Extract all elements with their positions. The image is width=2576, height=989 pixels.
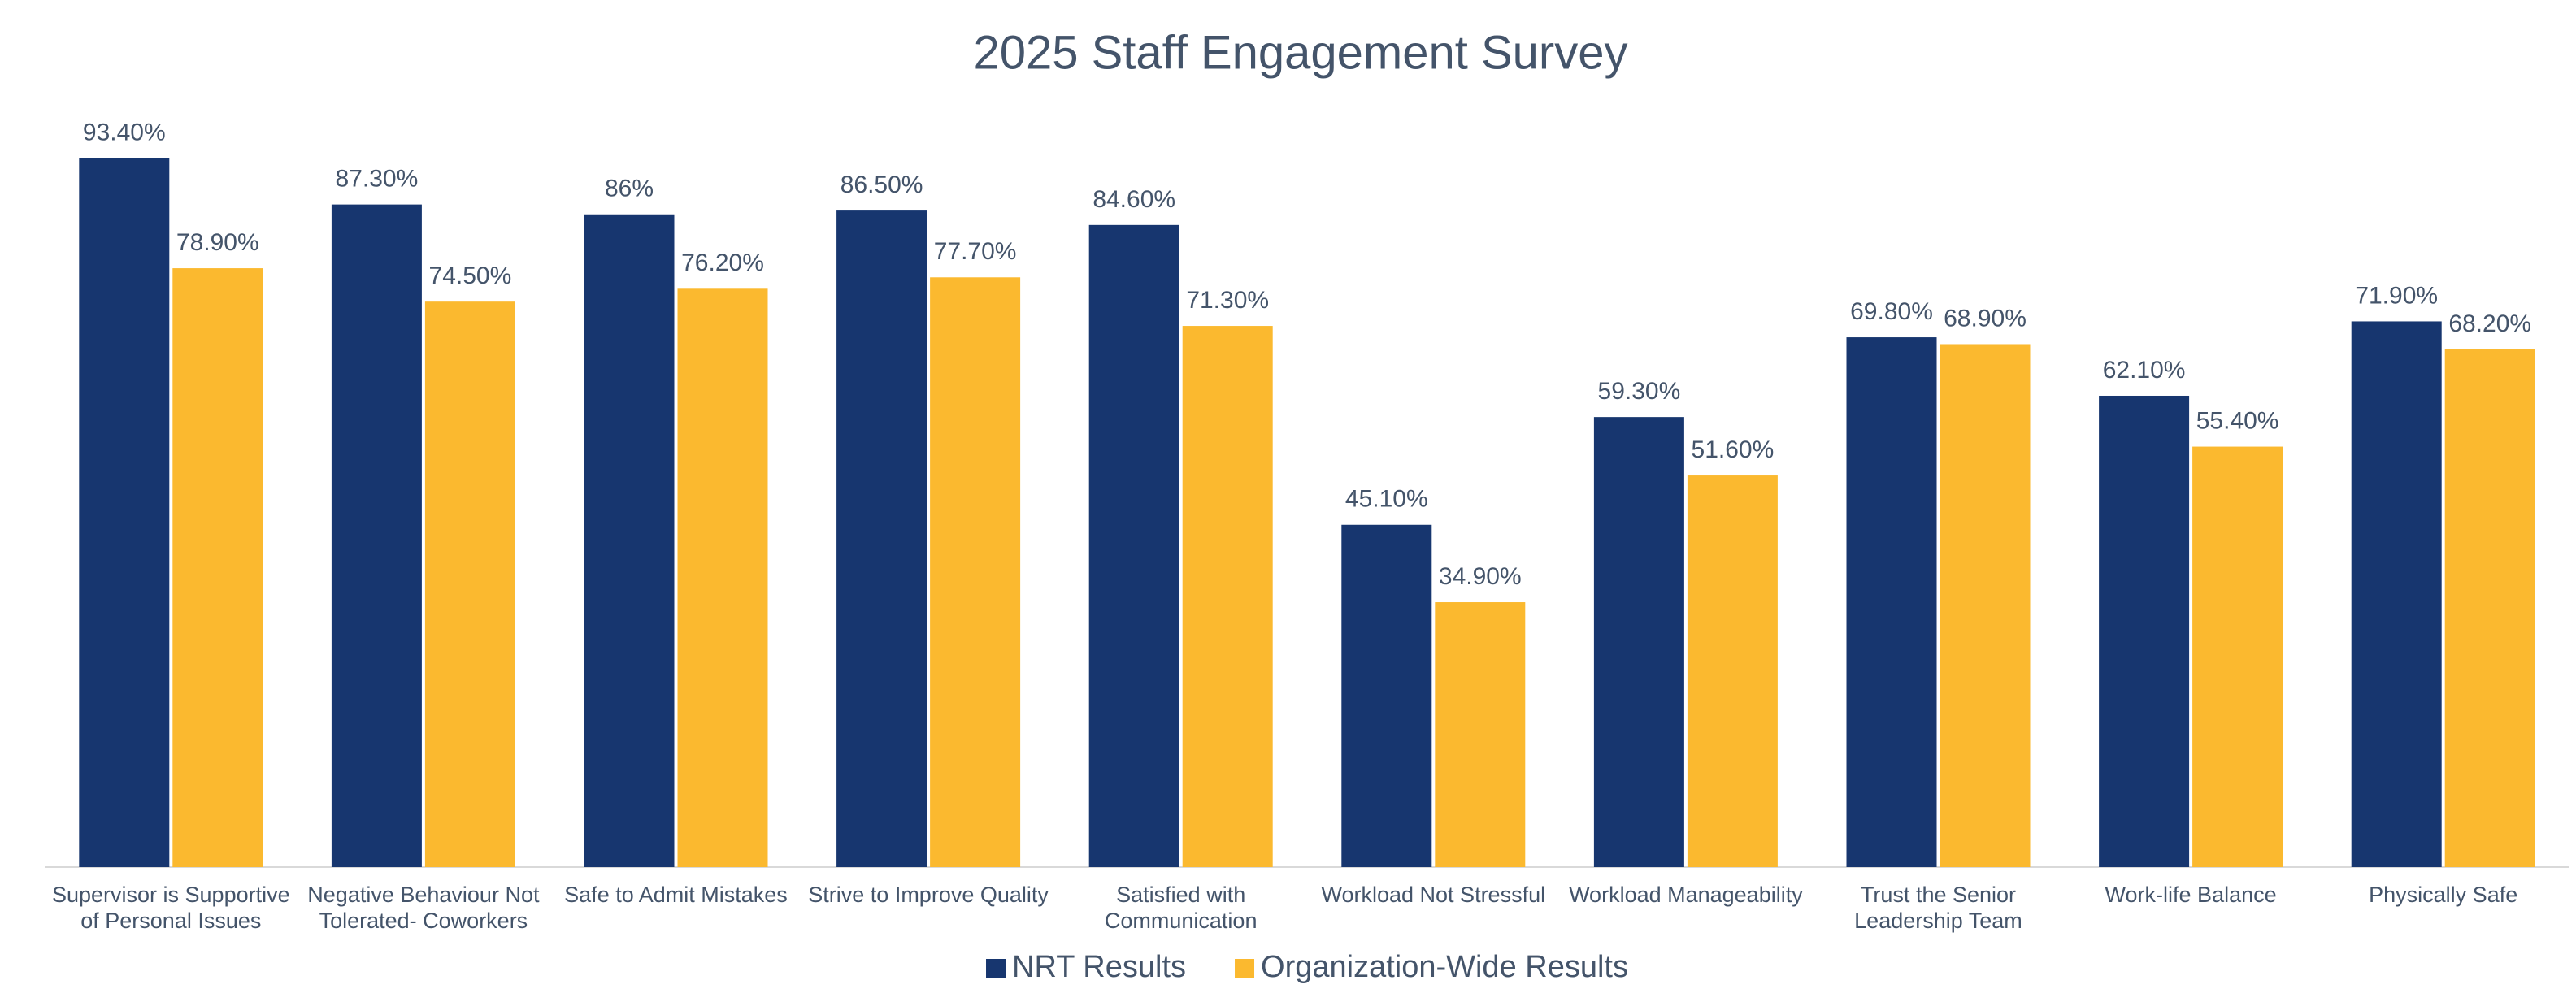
value-label: 87.30% xyxy=(336,166,419,193)
bar xyxy=(1182,326,1273,868)
value-label: 59.30% xyxy=(1598,378,1681,405)
value-label: 45.10% xyxy=(1345,486,1428,513)
x-tick-label: Workload Not Stressful xyxy=(1321,883,1546,907)
value-label: 77.70% xyxy=(934,238,1017,265)
bar xyxy=(930,277,1021,868)
x-tick-label-box: Supervisor is Supportive of Personal Iss… xyxy=(51,883,290,933)
value-label: 68.90% xyxy=(1944,305,2026,332)
value-label: 71.30% xyxy=(1186,287,1269,314)
x-tick-label-box: Safe to Admit Mistakes xyxy=(564,883,788,907)
bar xyxy=(1088,224,1179,867)
x-tick-label: Trust the Senior Leadership Team xyxy=(1854,883,2022,933)
x-tick-label-box: Satisfied with Communication xyxy=(1104,883,1258,933)
legend-swatch xyxy=(986,959,1006,978)
legend-label: NRT Results xyxy=(1012,950,1186,984)
x-tick-label-box: Trust the Senior Leadership Team xyxy=(1854,883,2022,933)
value-label: 93.40% xyxy=(83,119,166,146)
value-label: 55.40% xyxy=(2196,407,2279,434)
bar xyxy=(331,204,422,868)
value-label: 51.60% xyxy=(1692,436,1775,463)
value-label: 71.90% xyxy=(2355,282,2438,309)
legend-swatch xyxy=(1235,959,1255,978)
x-tick-label-box: Workload Not Stressful xyxy=(1321,883,1546,907)
value-label: 76.20% xyxy=(681,249,764,276)
x-tick-label-box: Workload Manageability xyxy=(1569,883,1803,907)
x-tick-label-box: Work-life Balance xyxy=(2105,883,2277,907)
x-tick-label: Physically Safe xyxy=(2369,883,2518,907)
legend-label: Organization-Wide Results xyxy=(1261,950,1628,984)
x-tick-label-box: Physically Safe xyxy=(2369,883,2518,907)
x-tick-label: Safe to Admit Mistakes xyxy=(564,883,788,907)
bar xyxy=(584,214,675,867)
value-label: 62.10% xyxy=(2103,357,2186,384)
bar xyxy=(1593,417,1684,867)
value-label: 34.90% xyxy=(1439,563,1522,590)
bar xyxy=(677,288,768,867)
bar xyxy=(2444,349,2535,868)
value-label: 84.60% xyxy=(1093,186,1175,213)
legend: NRT Results Organization-Wide Results xyxy=(986,950,1628,984)
bar xyxy=(172,268,263,868)
value-label: 69.80% xyxy=(1850,298,1933,325)
chart-title: 2025 Staff Engagement Survey xyxy=(973,26,1627,79)
bar xyxy=(1687,475,1778,867)
x-tick-label-box: Strive to Improve Quality xyxy=(808,883,1049,907)
x-tick-label: Supervisor is Supportive of Personal Iss… xyxy=(51,883,290,933)
value-label: 68.20% xyxy=(2448,310,2531,337)
bar xyxy=(836,210,927,868)
bar xyxy=(1846,337,1937,867)
x-tick-label: Workload Manageability xyxy=(1569,883,1803,907)
x-tick-label: Negative Behaviour Not Tolerated- Cowork… xyxy=(307,883,540,933)
value-label: 78.90% xyxy=(176,229,259,256)
value-label: 86% xyxy=(605,176,654,202)
x-tick-label-box: Negative Behaviour Not Tolerated- Cowork… xyxy=(307,883,540,933)
x-tick-label: Strive to Improve Quality xyxy=(808,883,1049,907)
value-label: 86.50% xyxy=(841,171,923,198)
bar xyxy=(2192,446,2283,867)
x-tick-label: Work-life Balance xyxy=(2105,883,2277,907)
x-tick-label: Satisfied with Communication xyxy=(1104,883,1258,933)
value-label: 74.50% xyxy=(429,262,512,289)
bar xyxy=(2099,395,2190,868)
bar xyxy=(79,158,170,868)
bar xyxy=(424,301,515,867)
bar xyxy=(1435,602,1526,867)
bar xyxy=(1940,344,2031,867)
bar xyxy=(2351,321,2442,868)
bar xyxy=(1341,524,1432,867)
